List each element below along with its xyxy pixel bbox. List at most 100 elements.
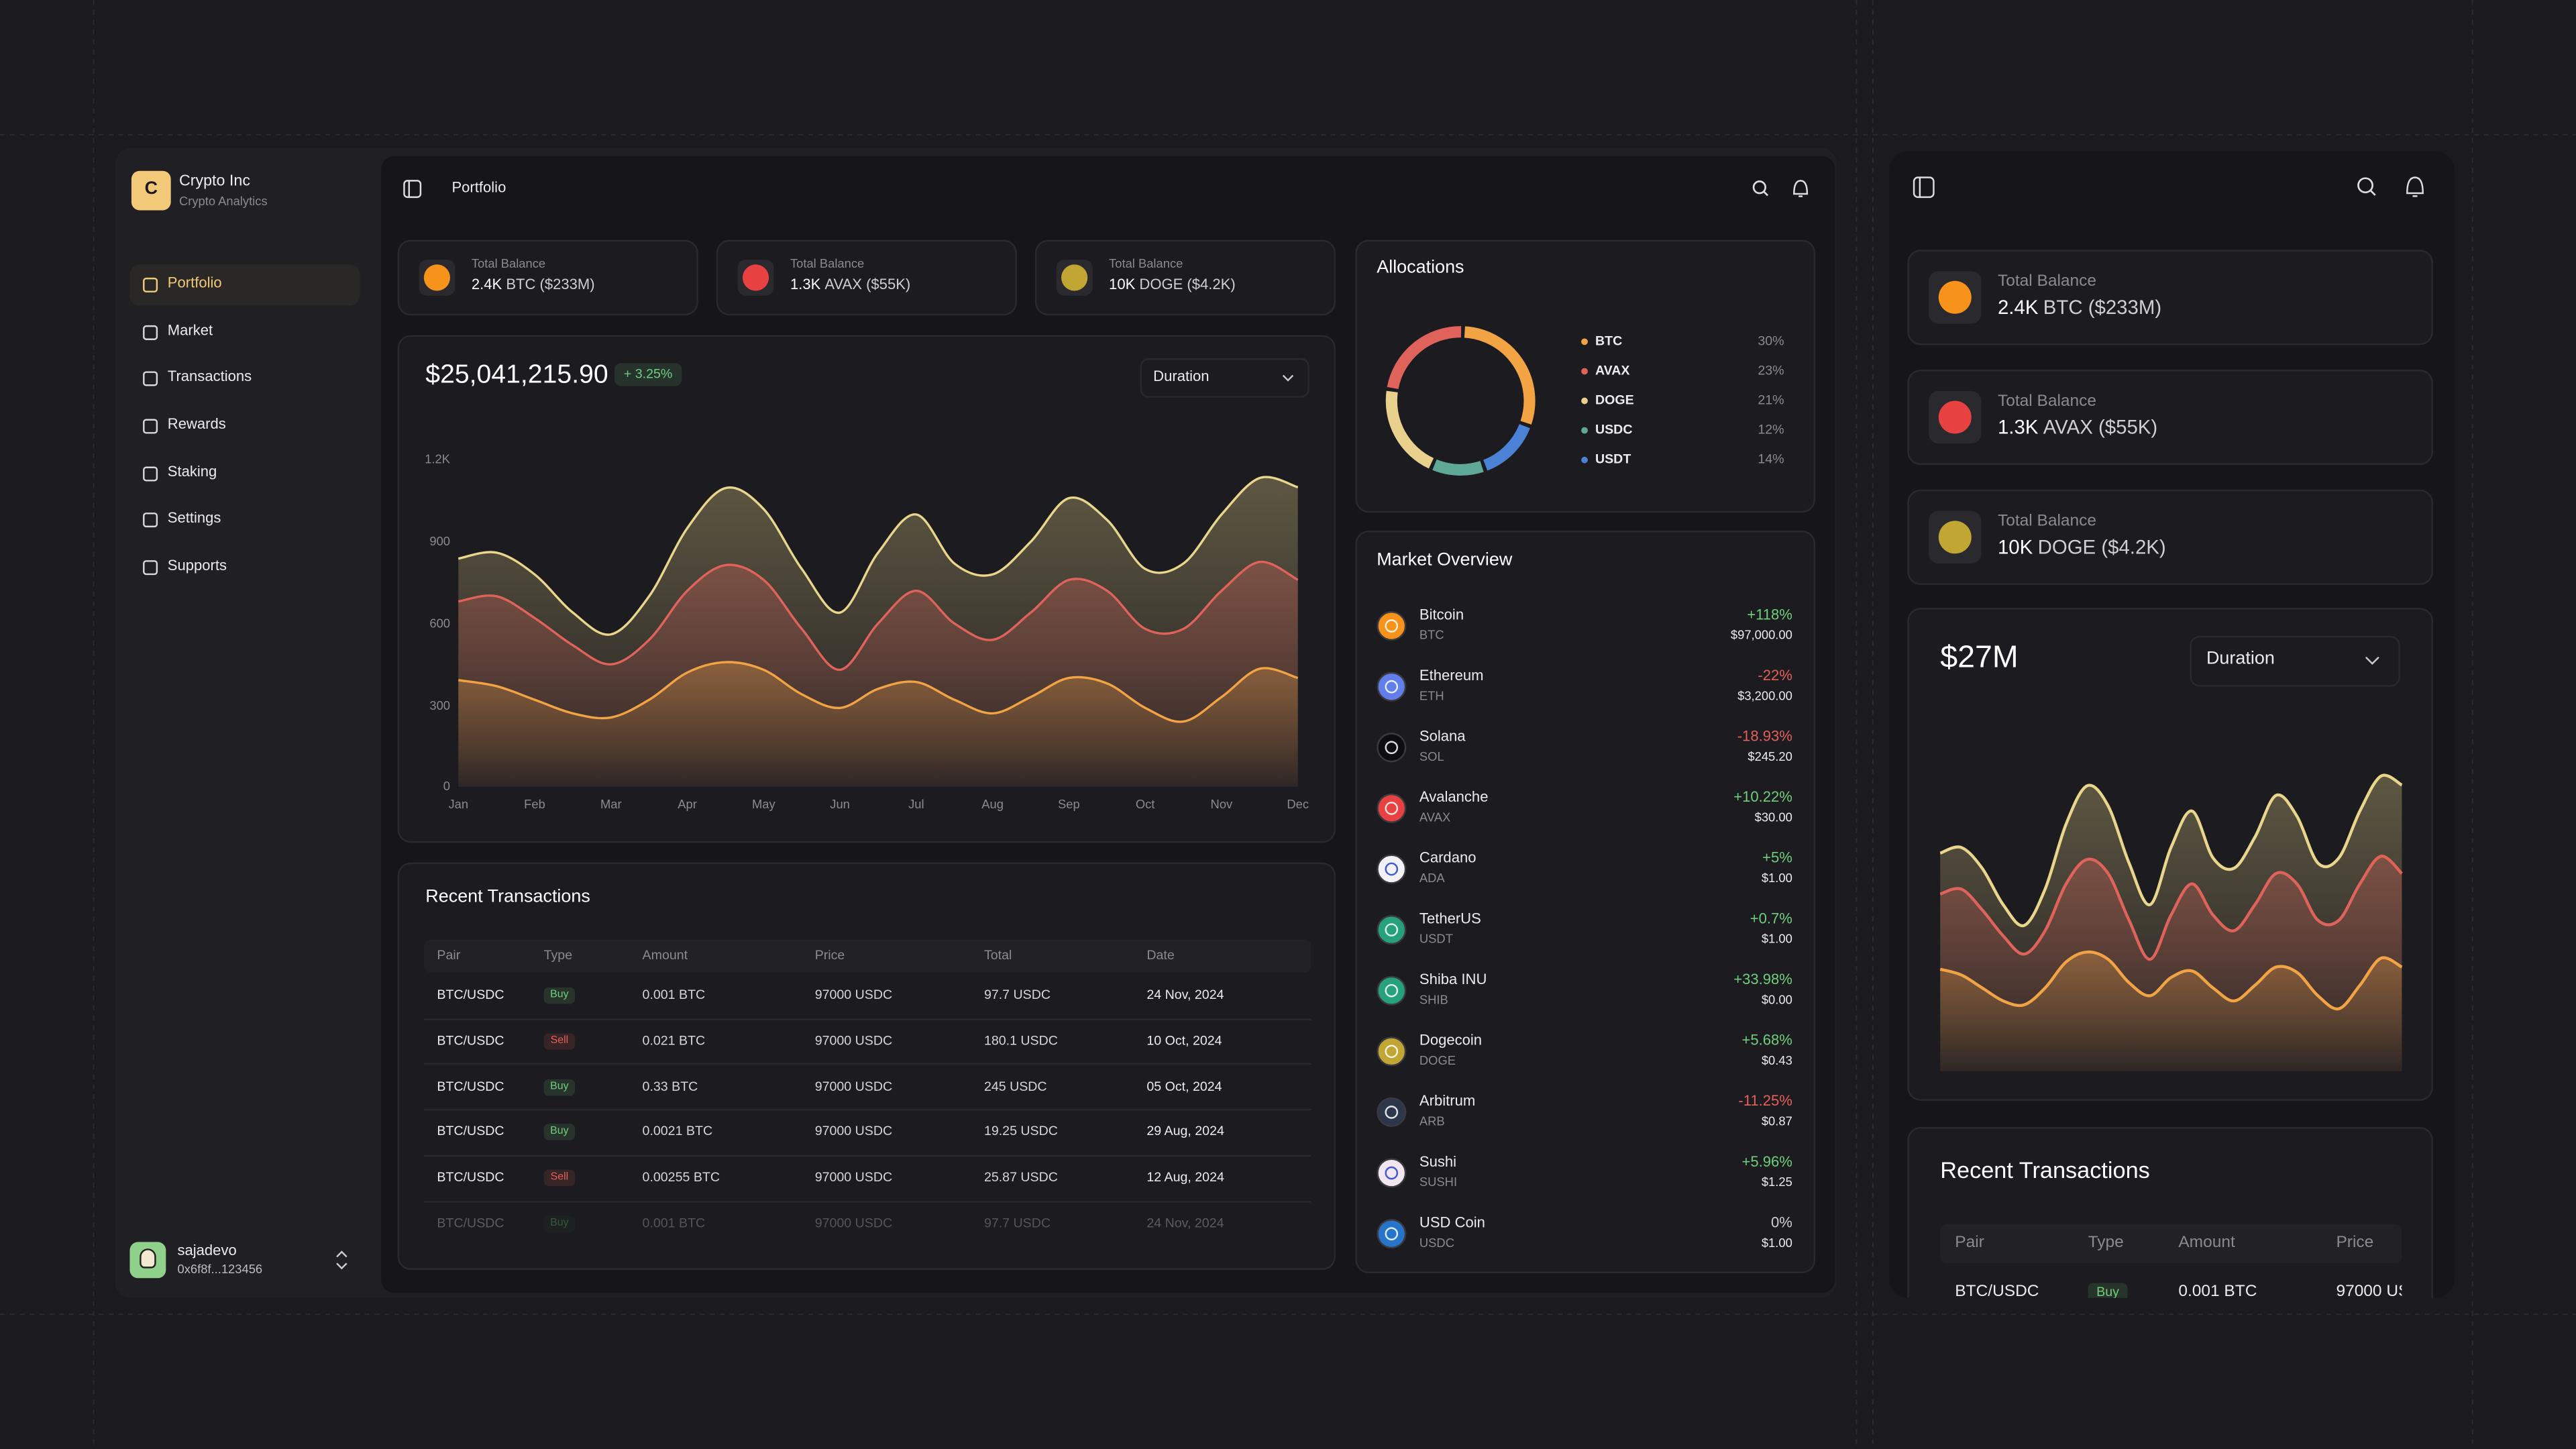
coin-change: 0% — [1770, 1214, 1792, 1232]
mobile-total: $27M — [1940, 641, 2019, 676]
area-line — [458, 560, 1299, 672]
search-icon — [1752, 180, 1767, 195]
coin-price: $245.20 — [1748, 749, 1792, 765]
mobile-balance-card — [1907, 489, 2433, 585]
nav-item[interactable]: Staking — [167, 464, 217, 481]
type-label: Buy — [2096, 1285, 2119, 1300]
coin-icon-inner — [1385, 1227, 1399, 1240]
coin-price: $1.00 — [1761, 1236, 1792, 1251]
coin-name: Cardano — [1419, 850, 1477, 867]
type-label: Buy — [550, 1080, 569, 1092]
market-title: Market Overview — [1377, 550, 1513, 571]
coin-icon-inner — [1385, 983, 1399, 998]
dropdown-chevron — [1282, 374, 1294, 382]
area-fill — [458, 661, 1298, 788]
type-badge — [543, 1032, 576, 1050]
table-cell: 97000 USDC — [814, 1078, 893, 1094]
area-line — [1939, 773, 2403, 928]
coin-price: $1.25 — [1761, 1175, 1792, 1190]
table-cell: 0.00255 BTC — [642, 1170, 720, 1185]
x-tick-label: Jun — [830, 797, 850, 812]
coin-icon-inner — [1385, 923, 1399, 936]
coin-symbol: SHIB — [1419, 992, 1448, 1008]
bell-icon — [1793, 180, 1809, 197]
user-address: 0x6f8f...123456 — [177, 1262, 263, 1277]
table-cell: 0.001 BTC — [642, 1216, 706, 1231]
nav-item[interactable]: Market — [167, 322, 213, 339]
coin-name: Sushi — [1419, 1154, 1457, 1171]
legend-value: 14% — [1758, 451, 1784, 467]
allocations-title: Allocations — [1377, 258, 1464, 278]
coin-change: +5% — [1762, 850, 1792, 867]
x-tick-label: Mar — [600, 797, 622, 812]
dropdown-chevron — [2365, 656, 2379, 665]
balance-icon — [1938, 280, 1972, 314]
nav-item[interactable]: Settings — [167, 510, 221, 527]
table-cell: 0.33 BTC — [642, 1078, 698, 1094]
table-cell: 97000 USDC — [814, 1170, 893, 1185]
brand-tagline: Crypto Analytics — [178, 194, 268, 209]
y-tick-label: 600 — [429, 615, 451, 631]
search-icon — [2370, 190, 2376, 196]
coin-price: $1.00 — [1761, 871, 1792, 886]
nav-item[interactable]: Rewards — [167, 416, 226, 433]
coin-symbol: ETH — [1419, 688, 1444, 704]
coin-name: Shiba INU — [1419, 971, 1487, 988]
balance-label: Total Balance — [1109, 256, 1183, 272]
x-tick-label: Oct — [1135, 797, 1155, 812]
legend-dot — [1581, 456, 1588, 464]
nav-active-bg — [129, 264, 360, 305]
balance-detail: AVAX ($55K) — [2043, 415, 2158, 438]
coin-price: $30.00 — [1754, 810, 1792, 826]
coin-symbol: AVAX — [1419, 810, 1451, 826]
area-fill — [1940, 952, 2402, 1071]
area-line — [458, 661, 1299, 723]
brand-name: Crypto Inc — [178, 172, 250, 191]
coin-change: +5.96% — [1741, 1154, 1792, 1171]
column-header: Amount — [2178, 1233, 2235, 1252]
coin-name: USD Coin — [1419, 1214, 1485, 1232]
duration-dropdown[interactable] — [1140, 358, 1309, 398]
nav-icon — [143, 370, 158, 386]
coin-change: -22% — [1758, 667, 1792, 684]
account-chevron — [336, 1250, 347, 1270]
balance-label: Total Balance — [790, 256, 865, 272]
table-cell: 97000 USDC — [814, 1032, 893, 1048]
legend-name: USDC — [1595, 422, 1633, 437]
coin-change: +0.7% — [1750, 910, 1792, 928]
row-divider — [423, 1109, 1311, 1111]
logo — [131, 170, 171, 211]
coin-icon-inner — [1385, 741, 1399, 755]
coin-icon-inner — [1385, 1166, 1399, 1180]
coin-icon — [1377, 611, 1407, 641]
x-tick-label: May — [751, 797, 775, 812]
table-cell: 180.1 USDC — [983, 1032, 1058, 1048]
nav-item[interactable]: Portfolio — [167, 274, 222, 292]
legend-value: 21% — [1758, 392, 1784, 408]
legend-name: DOGE — [1595, 392, 1634, 408]
coin-name: Ethereum — [1419, 667, 1484, 684]
table-cell: 10 Oct, 2024 — [1146, 1032, 1222, 1048]
area-line — [458, 476, 1299, 636]
balance-detail: BTC ($233M) — [2043, 294, 2162, 318]
nav-item[interactable]: Supports — [167, 557, 227, 574]
coin-price: $0.43 — [1761, 1053, 1792, 1069]
type-badge — [543, 1078, 576, 1095]
transactions-title: Recent Transactions — [425, 887, 590, 908]
duration-dropdown[interactable] — [2190, 635, 2400, 687]
coin-name: Arbitrum — [1419, 1093, 1476, 1110]
type-label: Buy — [550, 1217, 569, 1229]
duration-label[interactable]: Duration — [2206, 649, 2275, 669]
balance-amount: 1.3K — [790, 276, 821, 293]
donut-segment — [1385, 390, 1434, 469]
balance-detail: DOGE ($4.2K) — [2037, 535, 2166, 558]
nav-item[interactable]: Transactions — [167, 368, 252, 385]
duration-label[interactable]: Duration — [1153, 368, 1210, 385]
legend-value: 23% — [1758, 363, 1784, 378]
donut-segment — [1432, 459, 1484, 476]
coin-price: $1.00 — [1761, 932, 1792, 947]
balance-label: Total Balance — [1997, 512, 2097, 531]
